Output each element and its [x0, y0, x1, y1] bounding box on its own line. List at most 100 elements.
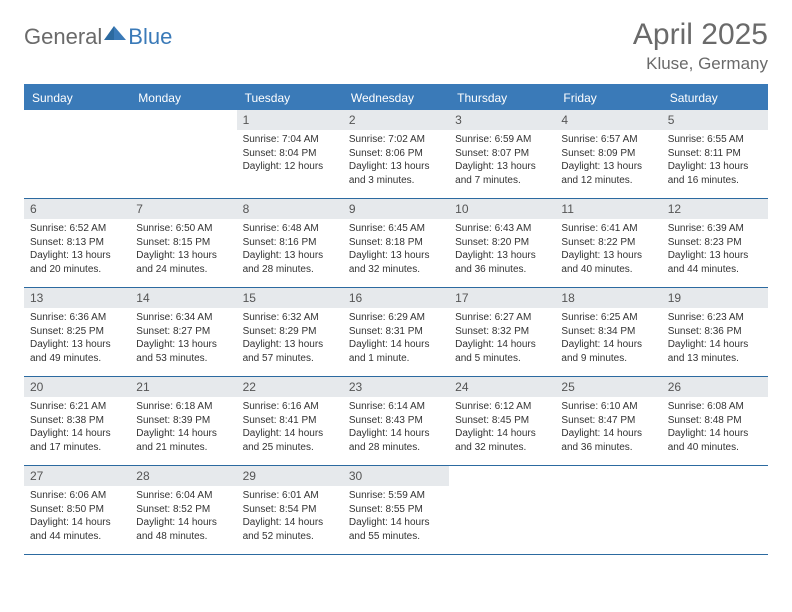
- month-title: April 2025: [633, 18, 768, 52]
- calendar-cell: 9Sunrise: 6:45 AMSunset: 8:18 PMDaylight…: [343, 199, 449, 288]
- calendar-cell: 1Sunrise: 7:04 AMSunset: 8:04 PMDaylight…: [237, 110, 343, 199]
- calendar-cell: 7Sunrise: 6:50 AMSunset: 8:15 PMDaylight…: [130, 199, 236, 288]
- sunset-text: Sunset: 8:47 PM: [561, 414, 655, 428]
- calendar-cell-empty: [449, 466, 555, 555]
- sunset-text: Sunset: 8:43 PM: [349, 414, 443, 428]
- daylight-text: Daylight: 14 hours and 52 minutes.: [243, 516, 337, 543]
- title-block: April 2025 Kluse, Germany: [633, 18, 768, 74]
- sunrise-text: Sunrise: 6:08 AM: [668, 400, 762, 414]
- calendar-cell: 28Sunrise: 6:04 AMSunset: 8:52 PMDayligh…: [130, 466, 236, 555]
- calendar-cell: 13Sunrise: 6:36 AMSunset: 8:25 PMDayligh…: [24, 288, 130, 377]
- daylight-text: Daylight: 13 hours and 44 minutes.: [668, 249, 762, 276]
- sunset-text: Sunset: 8:39 PM: [136, 414, 230, 428]
- day-number: 18: [555, 288, 661, 308]
- sunset-text: Sunset: 8:54 PM: [243, 503, 337, 517]
- daylight-text: Daylight: 13 hours and 57 minutes.: [243, 338, 337, 365]
- sunrise-text: Sunrise: 6:16 AM: [243, 400, 337, 414]
- daylight-text: Daylight: 13 hours and 40 minutes.: [561, 249, 655, 276]
- weekday-tuesday: Tuesday: [237, 86, 343, 110]
- daylight-text: Daylight: 13 hours and 36 minutes.: [455, 249, 549, 276]
- sunset-text: Sunset: 8:22 PM: [561, 236, 655, 250]
- daylight-text: Daylight: 13 hours and 49 minutes.: [30, 338, 124, 365]
- calendar-cell: 29 Sunrise: 6:01 AMSunset: 8:54 PMDayligh…: [237, 466, 343, 555]
- calendar-cell: 3Sunrise: 6:59 AMSunset: 8:07 PMDaylight…: [449, 110, 555, 199]
- day-number: 11: [555, 199, 661, 219]
- calendar-cell: 12Sunrise: 6:39 AMSunset: 8:23 PMDayligh…: [662, 199, 768, 288]
- sunrise-text: Sunrise: 6:21 AM: [30, 400, 124, 414]
- day-number: 15: [237, 288, 343, 308]
- weekday-header-row: Sunday Monday Tuesday Wednesday Thursday…: [24, 86, 768, 110]
- day-number: 13: [24, 288, 130, 308]
- calendar-cell: 25Sunrise: 6:10 AMSunset: 8:47 PMDayligh…: [555, 377, 661, 466]
- calendar-cell: 15Sunrise: 6:32 AMSunset: 8:29 PMDayligh…: [237, 288, 343, 377]
- weekday-friday: Friday: [555, 86, 661, 110]
- sunrise-text: Sunrise: 6:39 AM: [668, 222, 762, 236]
- day-number: 5: [662, 110, 768, 130]
- logo-text-general: General: [24, 24, 102, 50]
- weekday-wednesday: Wednesday: [343, 86, 449, 110]
- sunrise-text: Sunrise: 6:55 AM: [668, 133, 762, 147]
- calendar-cell-empty: [130, 110, 236, 199]
- day-number: 29: [237, 466, 343, 486]
- day-number: 12: [662, 199, 768, 219]
- daylight-text: Daylight: 13 hours and 28 minutes.: [243, 249, 337, 276]
- sunrise-text: Sunrise: 6:29 AM: [349, 311, 443, 325]
- daylight-text: Daylight: 14 hours and 32 minutes.: [455, 427, 549, 454]
- sunset-text: Sunset: 8:50 PM: [30, 503, 124, 517]
- sunset-text: Sunset: 8:25 PM: [30, 325, 124, 339]
- sunset-text: Sunset: 8:20 PM: [455, 236, 549, 250]
- sunset-text: Sunset: 8:55 PM: [349, 503, 443, 517]
- daylight-text: Daylight: 14 hours and 1 minute.: [349, 338, 443, 365]
- calendar-cell: 22Sunrise: 6:16 AMSunset: 8:41 PMDayligh…: [237, 377, 343, 466]
- day-number: 10: [449, 199, 555, 219]
- day-number: 7: [130, 199, 236, 219]
- daylight-text: Daylight: 14 hours and 40 minutes.: [668, 427, 762, 454]
- daylight-text: Daylight: 13 hours and 53 minutes.: [136, 338, 230, 365]
- daylight-text: Daylight: 14 hours and 9 minutes.: [561, 338, 655, 365]
- sunset-text: Sunset: 8:38 PM: [30, 414, 124, 428]
- sunrise-text: Sunrise: 6:12 AM: [455, 400, 549, 414]
- sunset-text: Sunset: 8:06 PM: [349, 147, 443, 161]
- logo-text-blue: Blue: [128, 24, 172, 50]
- sunset-text: Sunset: 8:34 PM: [561, 325, 655, 339]
- sunrise-text: Sunrise: 6:01 AM: [243, 489, 337, 503]
- calendar-cell: 30 Sunrise: 5:59 AMSunset: 8:55 PMDayligh…: [343, 466, 449, 555]
- sunrise-text: Sunrise: 6:18 AM: [136, 400, 230, 414]
- day-number: 26: [662, 377, 768, 397]
- sunrise-text: Sunrise: 6:41 AM: [561, 222, 655, 236]
- day-number: 30: [343, 466, 449, 486]
- day-number: 21: [130, 377, 236, 397]
- sunset-text: Sunset: 8:11 PM: [668, 147, 762, 161]
- sunrise-text: Sunrise: 6:10 AM: [561, 400, 655, 414]
- sunrise-text: Sunrise: 6:57 AM: [561, 133, 655, 147]
- daylight-text: Daylight: 14 hours and 55 minutes.: [349, 516, 443, 543]
- sunset-text: Sunset: 8:15 PM: [136, 236, 230, 250]
- daylight-text: Daylight: 14 hours and 25 minutes.: [243, 427, 337, 454]
- calendar-cell: 2Sunrise: 7:02 AMSunset: 8:06 PMDaylight…: [343, 110, 449, 199]
- page-header: General Blue April 2025 Kluse, Germany: [24, 18, 768, 74]
- day-number: 20: [24, 377, 130, 397]
- sunrise-text: Sunrise: 6:25 AM: [561, 311, 655, 325]
- day-number: 23: [343, 377, 449, 397]
- calendar-cell: 19Sunrise: 6:23 AMSunset: 8:36 PMDayligh…: [662, 288, 768, 377]
- day-number: 6: [24, 199, 130, 219]
- sunrise-text: Sunrise: 6:23 AM: [668, 311, 762, 325]
- weekday-thursday: Thursday: [449, 86, 555, 110]
- sunrise-text: Sunrise: 6:04 AM: [136, 489, 230, 503]
- day-number: 14: [130, 288, 236, 308]
- logo: General Blue: [24, 18, 172, 50]
- calendar-cell: 27Sunrise: 6:06 AMSunset: 8:50 PMDayligh…: [24, 466, 130, 555]
- daylight-text: Daylight: 14 hours and 17 minutes.: [30, 427, 124, 454]
- calendar-grid: 1Sunrise: 7:04 AMSunset: 8:04 PMDaylight…: [24, 110, 768, 555]
- sunrise-text: Sunrise: 5:59 AM: [349, 489, 443, 503]
- calendar-cell: 16Sunrise: 6:29 AMSunset: 8:31 PMDayligh…: [343, 288, 449, 377]
- weekday-sunday: Sunday: [24, 86, 130, 110]
- calendar-cell: 24Sunrise: 6:12 AMSunset: 8:45 PMDayligh…: [449, 377, 555, 466]
- calendar-cell: 17Sunrise: 6:27 AMSunset: 8:32 PMDayligh…: [449, 288, 555, 377]
- calendar-cell: 23Sunrise: 6:14 AMSunset: 8:43 PMDayligh…: [343, 377, 449, 466]
- sunset-text: Sunset: 8:07 PM: [455, 147, 549, 161]
- sunrise-text: Sunrise: 6:48 AM: [243, 222, 337, 236]
- daylight-text: Daylight: 13 hours and 7 minutes.: [455, 160, 549, 187]
- calendar-cell-empty: [662, 466, 768, 555]
- calendar-cell: 6Sunrise: 6:52 AMSunset: 8:13 PMDaylight…: [24, 199, 130, 288]
